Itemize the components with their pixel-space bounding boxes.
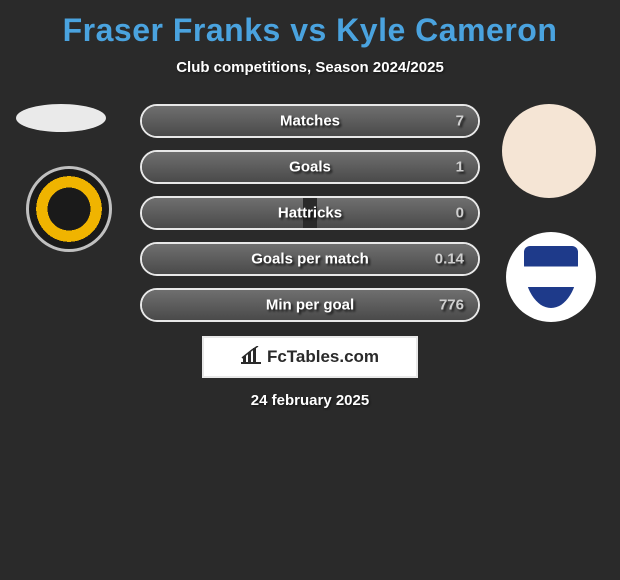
bar-fill-left	[142, 244, 155, 274]
stat-value-right: 0	[456, 205, 464, 222]
bar-fill-left	[142, 152, 155, 182]
stat-row: Goals per match 0.14	[140, 242, 480, 276]
player-right-avatar	[502, 104, 596, 198]
source-logo: FcTables.com	[202, 336, 418, 378]
stat-value-right: 0.14	[435, 251, 464, 268]
date-text: 24 february 2025	[0, 392, 620, 409]
stat-label: Matches	[280, 113, 340, 130]
club-left-badge	[26, 166, 112, 252]
stat-value-right: 7	[456, 113, 464, 130]
stat-label: Goals per match	[251, 251, 369, 268]
bar-fill-left	[142, 106, 155, 136]
stats-bars: Matches 7 Goals 1 Hattricks 0 Goals per match 0…	[140, 104, 480, 322]
page-title: Fraser Franks vs Kyle Cameron	[0, 0, 620, 49]
club-right-badge	[506, 232, 596, 322]
stat-row: Matches 7	[140, 104, 480, 138]
stat-value-right: 1	[456, 159, 464, 176]
source-logo-text: FcTables.com	[267, 347, 379, 367]
subtitle: Club competitions, Season 2024/2025	[0, 59, 620, 76]
stat-row: Min per goal 776	[140, 288, 480, 322]
stat-row: Hattricks 0	[140, 196, 480, 230]
player-left-avatar	[16, 104, 106, 132]
stat-row: Goals 1	[140, 150, 480, 184]
stat-value-right: 776	[439, 297, 464, 314]
shield-icon	[524, 246, 578, 308]
stat-label: Hattricks	[278, 205, 342, 222]
bar-chart-icon	[241, 346, 261, 369]
comparison-panel: Matches 7 Goals 1 Hattricks 0 Goals per match 0…	[0, 104, 620, 409]
stat-label: Goals	[289, 159, 331, 176]
stat-label: Min per goal	[266, 297, 354, 314]
bar-fill-left	[142, 290, 155, 320]
